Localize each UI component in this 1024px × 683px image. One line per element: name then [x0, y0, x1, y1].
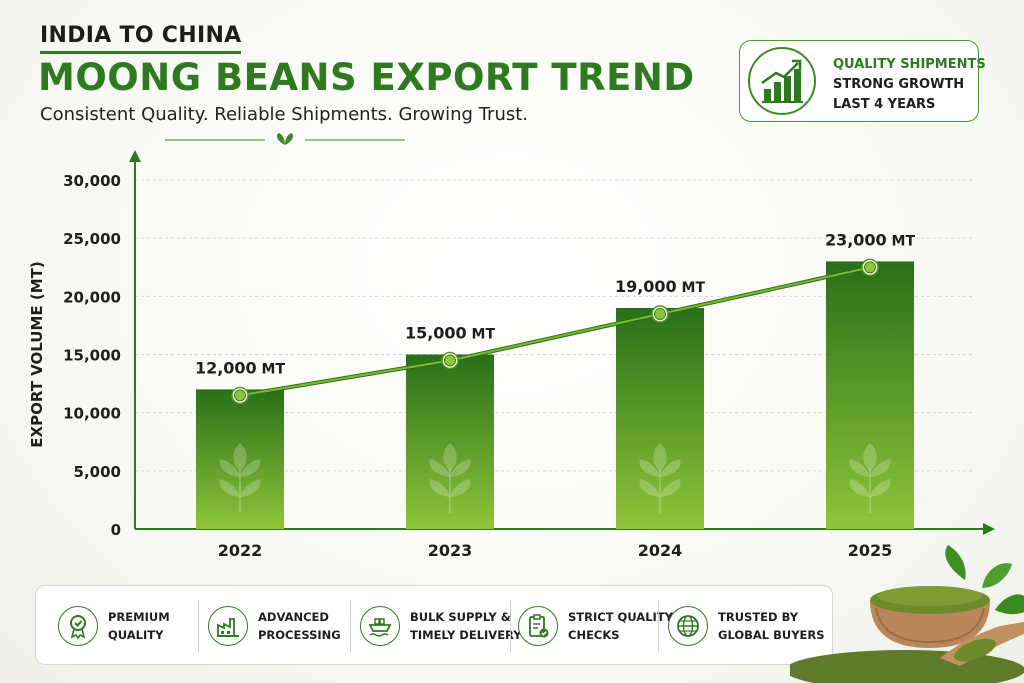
feature-bulk-supply-line-1: BULK SUPPLY & [410, 610, 511, 624]
bar-leaf-icon [219, 459, 240, 477]
bar-leaf-icon [870, 459, 891, 477]
y-tick-label: 30,000 [63, 172, 121, 190]
trend-line [239, 266, 871, 397]
badge-line-1: QUALITY SHIPMENTS [833, 57, 986, 72]
bar-leaf-icon [233, 443, 247, 471]
bar-2024 [616, 307, 704, 529]
feature-global-buyers: TRUSTED BY GLOBAL BUYERS [668, 586, 825, 666]
data-label-2024: 19,000 MT [615, 277, 706, 296]
feature-bulk-supply: BULK SUPPLY & TIMELY DELIVERY [360, 586, 522, 666]
trend-point-2022 [234, 389, 246, 402]
data-label-value-2024: 19,000 [615, 277, 677, 296]
growth-badge: QUALITY SHIPMENTS STRONG GROWTH LAST 4 Y… [739, 40, 986, 122]
bar-leaf-icon [639, 459, 660, 477]
feature-advanced-processing-line-1: ADVANCED [258, 610, 329, 624]
feature-separator [350, 600, 351, 652]
x-tick-label-2024: 2024 [638, 541, 683, 560]
feature-quality-checks-line-2: CHECKS [568, 628, 620, 642]
quality-medal-icon [58, 606, 98, 646]
kicker-title: INDIA TO CHINA [40, 22, 242, 54]
data-label-unit-2022: MT [257, 361, 286, 377]
y-tick-label: 15,000 [63, 347, 121, 365]
y-axis-arrow-icon [129, 150, 141, 162]
y-tick-label: 10,000 [63, 405, 121, 423]
feature-bulk-supply-line-2: TIMELY DELIVERY [410, 628, 522, 642]
feature-separator [510, 600, 511, 652]
moong-beans-bowl-illustration [790, 545, 1024, 683]
trend-point-2025 [864, 261, 876, 274]
bar-leaf-icon [653, 443, 667, 471]
bar-leaf-icon [240, 479, 261, 497]
data-label-unit-2023: MT [467, 327, 496, 343]
bar-2023 [406, 354, 494, 529]
trend-line-shadow [239, 265, 871, 398]
feature-advanced-processing-line-2: PROCESSING [258, 628, 341, 642]
page-title: MOONG BEANS EXPORT TREND [38, 56, 695, 99]
y-axis-title: EXPORT VOLUME (MT) [28, 261, 46, 447]
leaf-divider [165, 133, 405, 145]
y-tick-label: 5,000 [74, 463, 121, 481]
trend-point-2024 [654, 307, 666, 320]
data-label-unit-2025: MT [887, 233, 916, 249]
feature-global-buyers-line-2: GLOBAL BUYERS [718, 628, 825, 642]
feature-premium-quality-line-1: PREMIUM [108, 610, 170, 624]
bar-leaf-icon [240, 459, 261, 477]
y-tick-label: 25,000 [63, 230, 121, 248]
bar-leaf-icon [863, 443, 877, 471]
feature-premium-quality: PREMIUM QUALITY [58, 586, 170, 666]
feature-quality-checks-line-1: STRICT QUALITY [568, 610, 673, 624]
bar-leaf-icon [660, 479, 681, 497]
bar-2025 [826, 261, 914, 529]
bar-leaf-icon [849, 479, 870, 497]
features-bar: PREMIUM QUALITY ADVANCED PROCESSING [35, 585, 833, 665]
bar-leaf-icon [450, 459, 471, 477]
x-tick-label-2022: 2022 [218, 541, 263, 560]
data-label-value-2025: 23,000 [825, 230, 887, 249]
bar-2022 [196, 389, 284, 529]
data-label-value-2023: 15,000 [405, 324, 467, 343]
feature-separator [658, 600, 659, 652]
growth-bar-chart-icon [748, 47, 816, 115]
x-tick-label-2023: 2023 [428, 541, 473, 560]
globe-icon [668, 606, 708, 646]
y-tick-label: 20,000 [63, 288, 121, 306]
bar-leaf-icon [849, 459, 870, 477]
feature-separator [198, 600, 199, 652]
checklist-clipboard-icon [518, 606, 558, 646]
factory-icon [208, 606, 248, 646]
bar-leaf-icon [870, 479, 891, 497]
bar-leaf-icon [660, 459, 681, 477]
badge-line-3: LAST 4 YEARS [833, 97, 936, 112]
data-label-unit-2024: MT [677, 280, 706, 296]
badge-line-2: STRONG GROWTH [833, 77, 965, 92]
bar-leaf-icon [639, 479, 660, 497]
feature-premium-quality-line-2: QUALITY [108, 628, 164, 642]
data-label-value-2022: 12,000 [195, 358, 257, 377]
cargo-ship-icon [360, 606, 400, 646]
data-label-2023: 15,000 MT [405, 324, 496, 343]
x-tick-label-2025: 2025 [848, 541, 893, 560]
bar-leaf-icon [219, 479, 240, 497]
page-subtitle: Consistent Quality. Reliable Shipments. … [40, 104, 529, 125]
feature-quality-checks: STRICT QUALITY CHECKS [518, 586, 673, 666]
trend-point-2023 [444, 354, 456, 367]
data-label-2025: 23,000 MT [825, 230, 916, 249]
bar-leaf-icon [429, 459, 450, 477]
bar-leaf-icon [429, 479, 450, 497]
x-axis-arrow-icon [983, 523, 995, 535]
bar-leaf-icon [443, 443, 457, 471]
bar-leaf-icon [450, 479, 471, 497]
feature-advanced-processing: ADVANCED PROCESSING [208, 586, 341, 666]
y-tick-label: 0 [111, 521, 121, 539]
feature-global-buyers-line-1: TRUSTED BY [718, 610, 799, 624]
data-label-2022: 12,000 MT [195, 358, 286, 377]
